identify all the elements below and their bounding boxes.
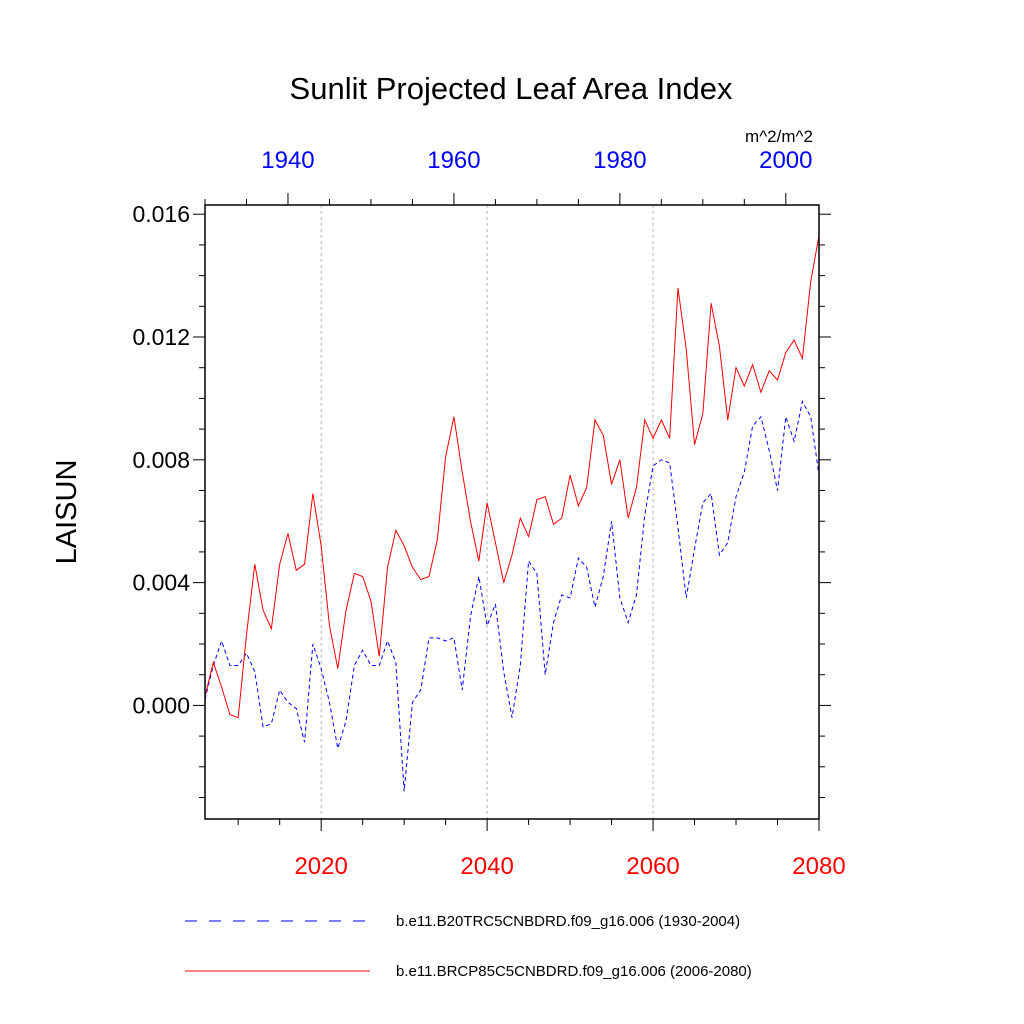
x-tick-label-top: 1960 (427, 147, 480, 174)
y-tick-label: 0.008 (132, 447, 190, 473)
y-tick-label: 0.004 (132, 570, 190, 596)
y-tick-label: 0.000 (132, 692, 190, 718)
series-line-rcp85 (204, 235, 820, 719)
y-tick-label: 0.012 (132, 324, 190, 350)
x-tick-label-bottom: 2060 (626, 853, 679, 880)
series-line-historical (204, 400, 820, 792)
units-label: m^2/m^2 (745, 127, 813, 146)
y-axis-label: LAISUN (51, 460, 83, 565)
x-tick-label-bottom: 2040 (460, 853, 513, 880)
x-tick-label-bottom: 2020 (294, 853, 347, 880)
legend-label-rcp85: b.e11.BRCP85C5CNBDRD.f09_g16.006 (2006-2… (396, 963, 752, 980)
gridlines (320, 205, 654, 819)
y-tick-label: 0.016 (132, 201, 190, 227)
axis-ticks (193, 193, 831, 831)
chart-title: Sunlit Projected Leaf Area Index (290, 71, 733, 106)
x-tick-label-bottom: 2080 (792, 853, 845, 880)
series-layer (204, 235, 820, 792)
tick-labels: 0.000 0.004 0.008 0.012 0.016 2020 2040 2060 208… (132, 147, 845, 880)
x-tick-label-top: 1940 (261, 147, 314, 174)
plot-frame (204, 204, 820, 820)
x-tick-label-top: 1980 (593, 147, 646, 174)
legend-label-historical: b.e11.B20TRC5CNBDRD.f09_g16.006 (1930-20… (396, 913, 740, 930)
x-tick-label-top: 2000 (759, 147, 812, 174)
legend: b.e11.B20TRC5CNBDRD.f09_g16.006 (1930-20… (185, 913, 752, 980)
